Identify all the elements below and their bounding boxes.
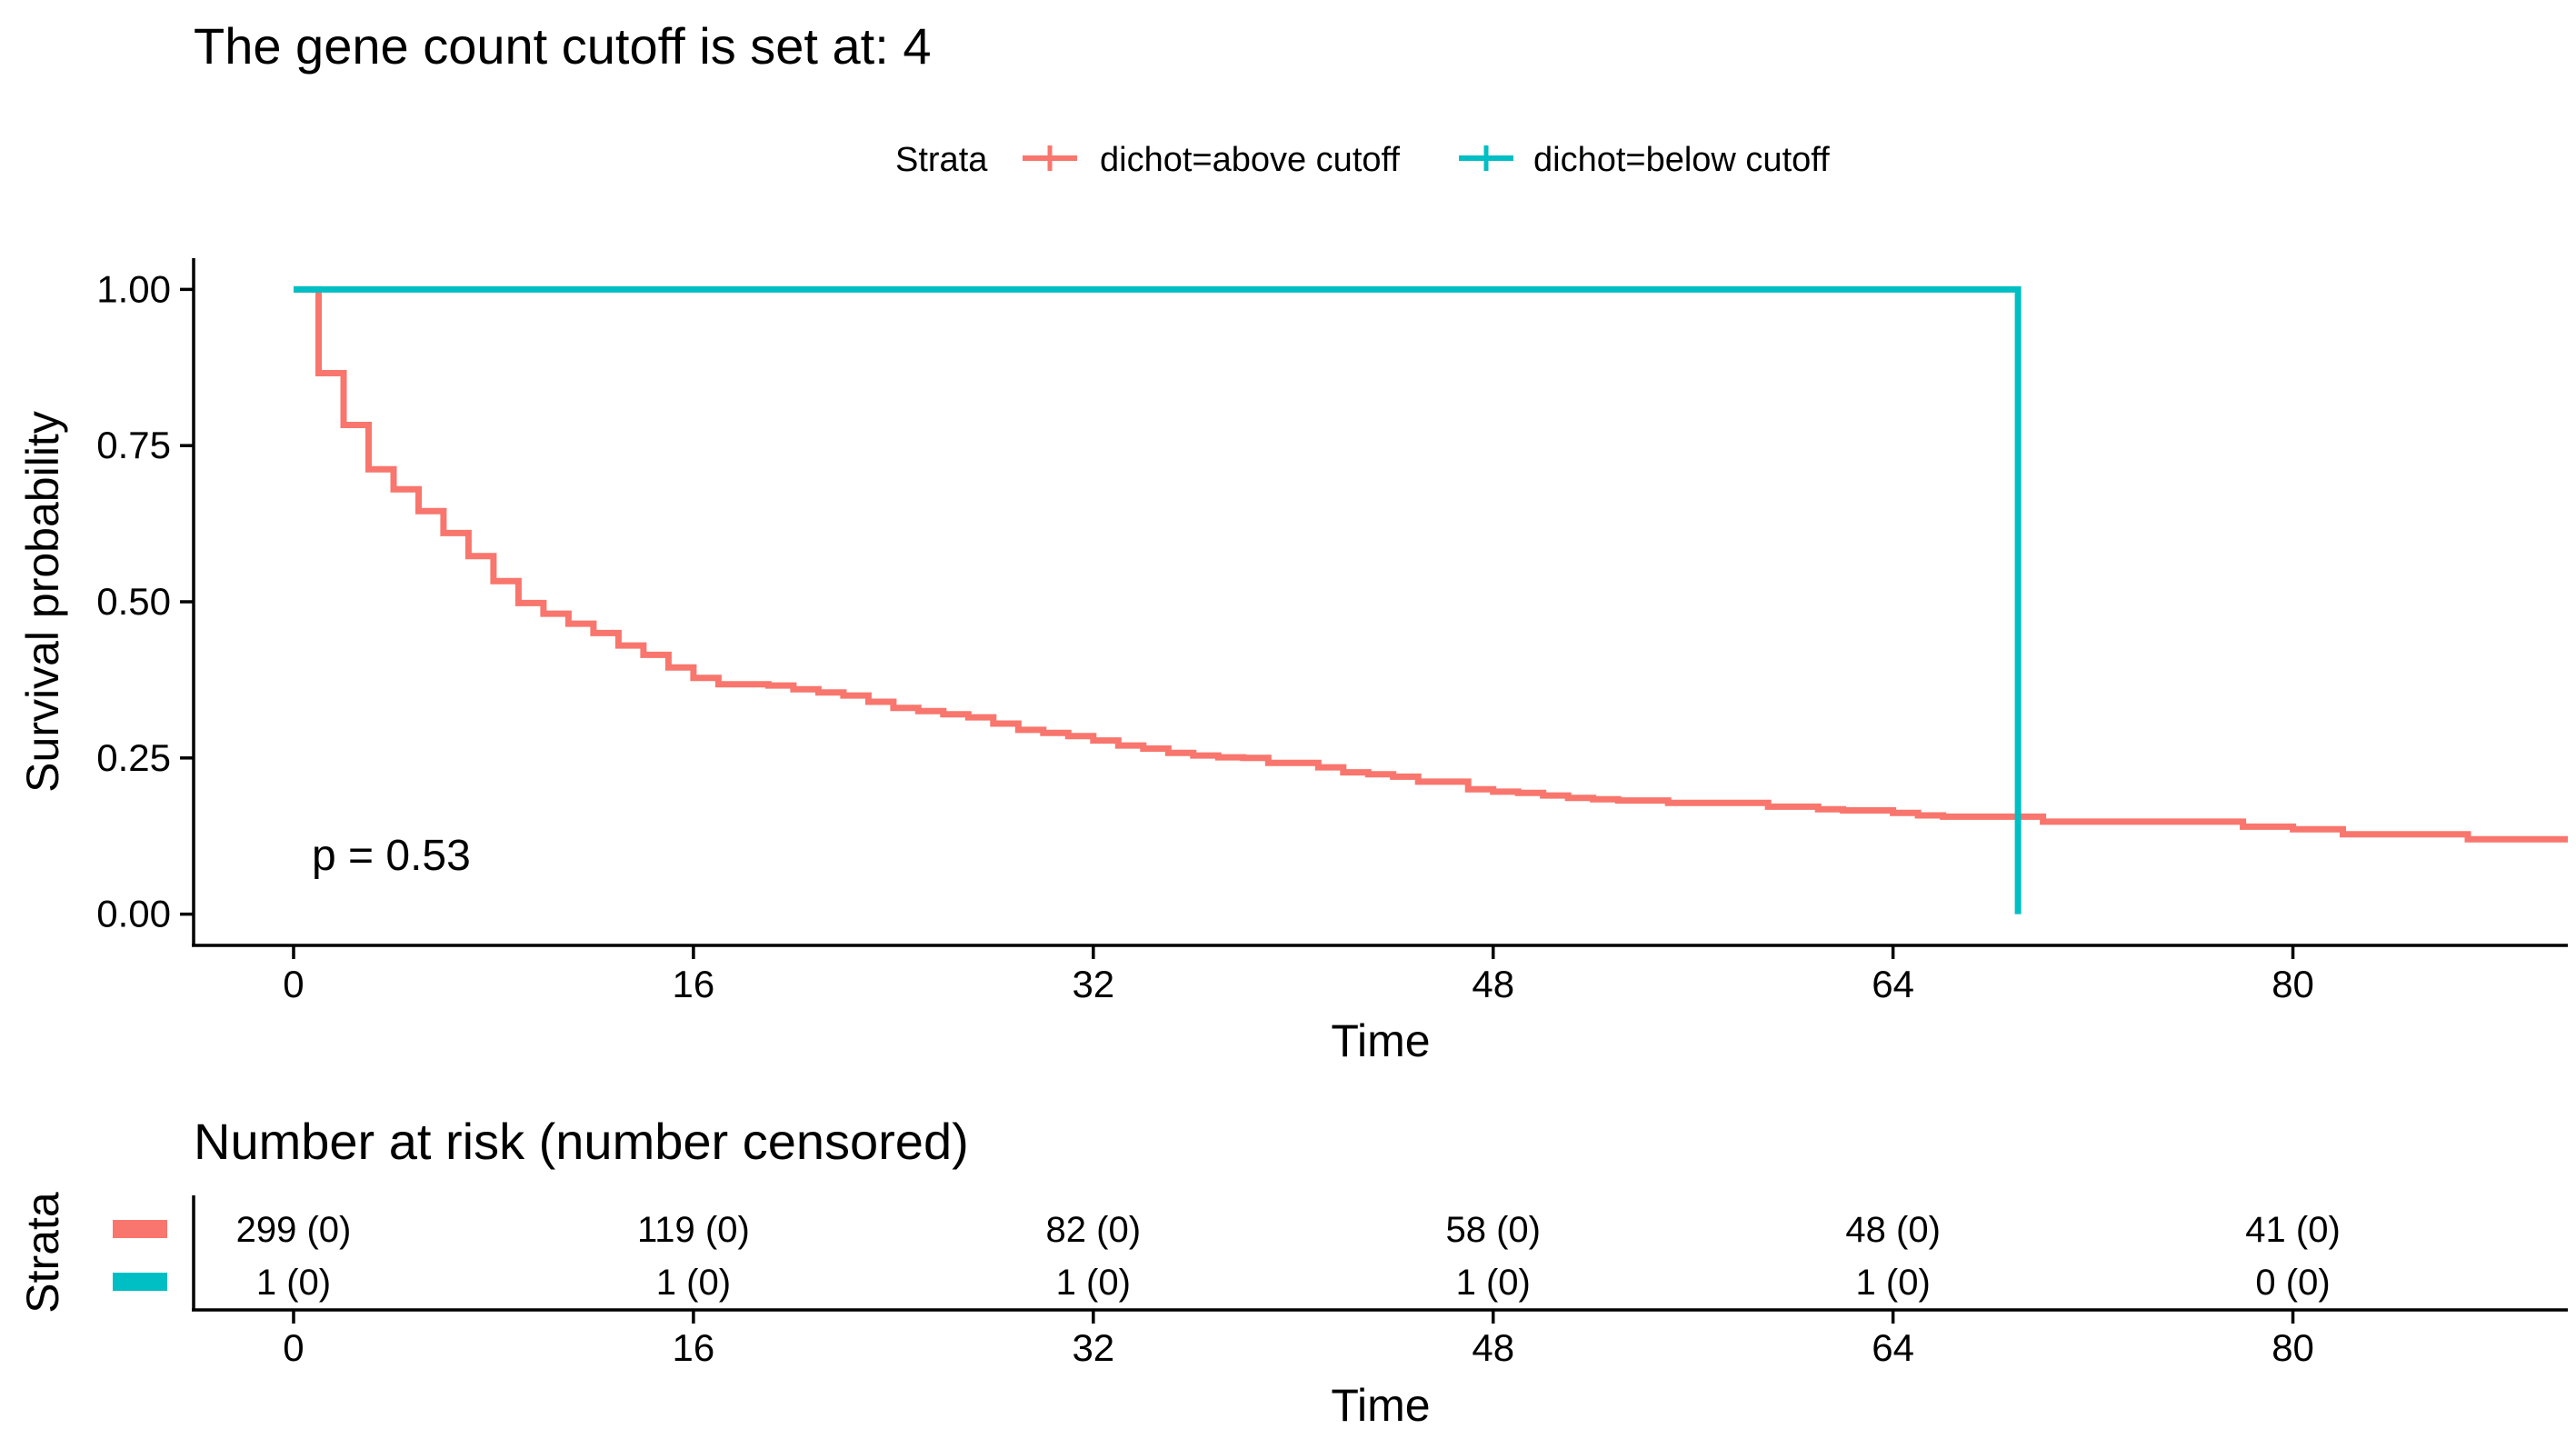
risk-cell: 41 (0) (2245, 1210, 2341, 1250)
x-tick-label: 64 (1872, 963, 1914, 1005)
y-tick-label: 0.25 (96, 736, 171, 779)
y-tick-label: 0.00 (96, 893, 171, 935)
risk-cell: 119 (0) (637, 1210, 750, 1250)
y-axis-title: Survival probability (17, 411, 68, 793)
x-axis-ticks: 0 16 32 48 64 80 (283, 945, 2314, 1005)
legend: Strata dichot=above cutoff dichot=below … (895, 141, 1830, 179)
y-tick-label: 0.50 (96, 580, 171, 623)
y-tick-label: 1.00 (96, 267, 171, 310)
risk-x-tick-label: 32 (1072, 1326, 1114, 1369)
risk-cell: 48 (0) (1845, 1210, 1941, 1250)
risk-x-tick-label: 64 (1872, 1326, 1914, 1369)
y-axis-ticks: 0.00 0.25 0.50 0.75 1.00 (96, 267, 194, 934)
legend-key-above (1023, 145, 1077, 171)
risk-cell: 1 (0) (656, 1263, 731, 1303)
chart-title: The gene count cutoff is set at: 4 (194, 17, 931, 75)
risk-table: Number at risk (number censored) 299 (0)… (17, 1113, 2568, 1431)
risk-x-tick-label: 80 (2271, 1326, 2314, 1369)
risk-strata-keys (113, 1229, 167, 1282)
risk-x-tick-label: 0 (283, 1326, 304, 1369)
legend-label-above: dichot=above cutoff (1100, 141, 1400, 179)
survival-curves (294, 289, 2568, 914)
risk-x-axis-ticks: 0 16 32 48 64 80 (283, 1310, 2314, 1369)
x-axis-title: Time (1331, 1015, 1430, 1066)
risk-y-axis-title: Strata (17, 1192, 68, 1314)
series-line-below-cutoff (294, 289, 2018, 914)
risk-x-axis-title: Time (1331, 1380, 1430, 1431)
risk-cell: 1 (0) (1856, 1263, 1931, 1303)
x-tick-label: 16 (673, 963, 715, 1005)
risk-cell: 299 (0) (236, 1210, 352, 1250)
risk-cell: 0 (0) (2255, 1263, 2330, 1303)
p-value-annotation: p = 0.53 (312, 832, 471, 880)
risk-x-tick-label: 48 (1472, 1326, 1514, 1369)
x-tick-label: 48 (1472, 963, 1514, 1005)
risk-x-tick-label: 16 (673, 1326, 715, 1369)
legend-key-below (1459, 145, 1513, 171)
series-line-above-cutoff (294, 289, 2568, 839)
risk-cell: 58 (0) (1445, 1210, 1541, 1250)
y-tick-label: 0.75 (96, 424, 171, 466)
risk-cell: 1 (0) (1456, 1263, 1531, 1303)
legend-label-below: dichot=below cutoff (1533, 141, 1830, 179)
x-tick-label: 0 (283, 963, 304, 1005)
risk-table-title: Number at risk (number censored) (194, 1113, 969, 1170)
risk-cell: 1 (0) (1056, 1263, 1131, 1303)
risk-table-cells: 299 (0) 119 (0) 82 (0) 58 (0) 48 (0) 41 (0) 1 … (236, 1210, 2341, 1303)
legend-title: Strata (895, 141, 988, 179)
risk-cell: 1 (0) (256, 1263, 331, 1303)
x-tick-label: 32 (1072, 963, 1114, 1005)
risk-cell: 82 (0) (1046, 1210, 1142, 1250)
survival-plot: 0.00 0.25 0.50 0.75 1.00 0 16 32 48 64 80 Time Su… (17, 258, 2568, 1066)
x-tick-label: 80 (2271, 963, 2314, 1005)
